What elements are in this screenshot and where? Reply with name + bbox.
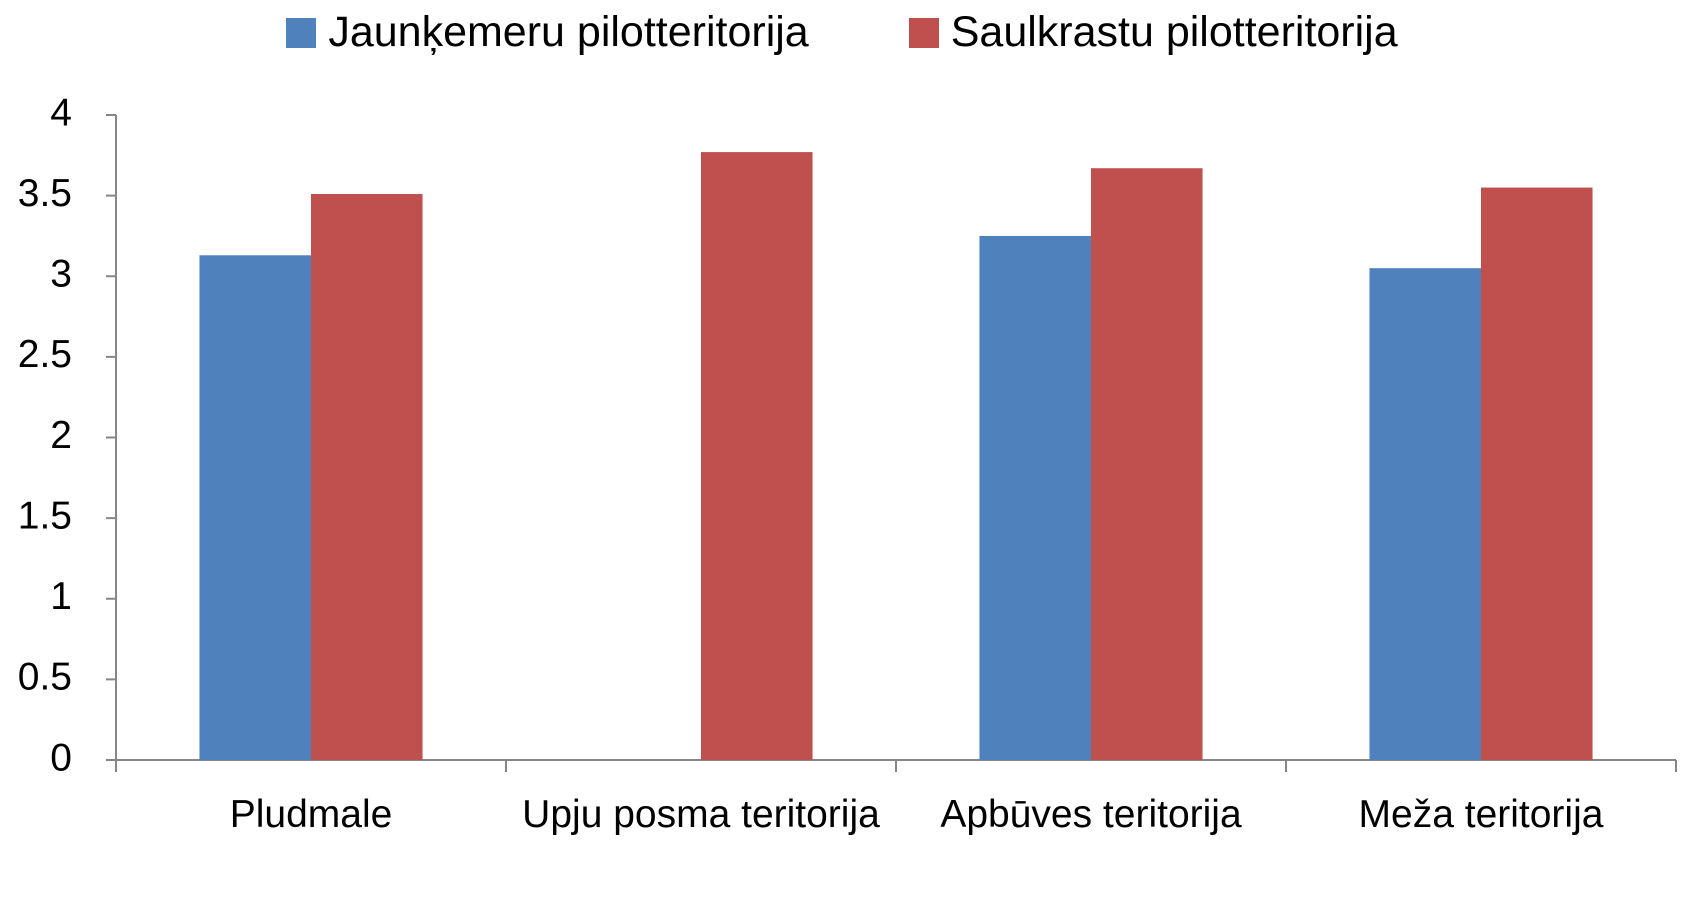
y-tick-label: 1 bbox=[50, 575, 72, 618]
bar bbox=[1481, 187, 1593, 760]
y-tick-label: 0.5 bbox=[18, 656, 72, 699]
legend-swatch bbox=[908, 17, 939, 48]
y-tick-label: 3.5 bbox=[18, 172, 72, 215]
y-tick-label: 1.5 bbox=[18, 494, 72, 537]
y-tick-label: 2 bbox=[50, 414, 72, 457]
legend-label: Jaunķemeru pilotteritorija bbox=[328, 8, 809, 56]
bar bbox=[979, 235, 1091, 760]
bar bbox=[1369, 268, 1481, 760]
x-tick-label: Pludmale bbox=[229, 793, 393, 836]
x-tick-label: Apbūves teritorija bbox=[940, 793, 1242, 836]
bar bbox=[199, 255, 311, 760]
y-tick-label: 2.5 bbox=[18, 333, 72, 376]
bar bbox=[1091, 168, 1203, 760]
legend-label: Saulkrastu pilotteritorija bbox=[950, 8, 1398, 56]
legend-item: Jaunķemeru pilotteritorija bbox=[286, 8, 809, 57]
legend: Jaunķemeru pilotteritorija Saulkrastu pil… bbox=[0, 8, 1684, 57]
legend-item: Saulkrastu pilotteritorija bbox=[908, 8, 1398, 57]
y-tick-label: 3 bbox=[50, 253, 72, 296]
x-tick-label: Meža teritorija bbox=[1358, 793, 1604, 836]
bar bbox=[701, 152, 813, 760]
y-tick-label: 4 bbox=[50, 91, 72, 134]
legend-swatch bbox=[286, 17, 317, 48]
bar bbox=[311, 194, 423, 760]
y-tick-label: 0 bbox=[50, 736, 72, 779]
x-tick-label: Upju posma teritorija bbox=[522, 793, 880, 836]
